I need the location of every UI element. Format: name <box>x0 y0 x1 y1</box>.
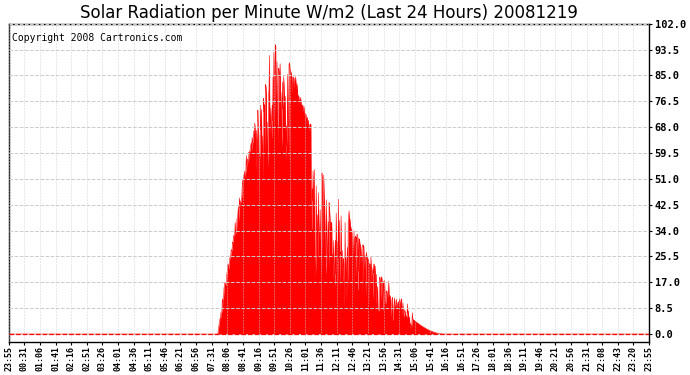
Text: Copyright 2008 Cartronics.com: Copyright 2008 Cartronics.com <box>12 33 182 43</box>
Title: Solar Radiation per Minute W/m2 (Last 24 Hours) 20081219: Solar Radiation per Minute W/m2 (Last 24… <box>80 4 578 22</box>
